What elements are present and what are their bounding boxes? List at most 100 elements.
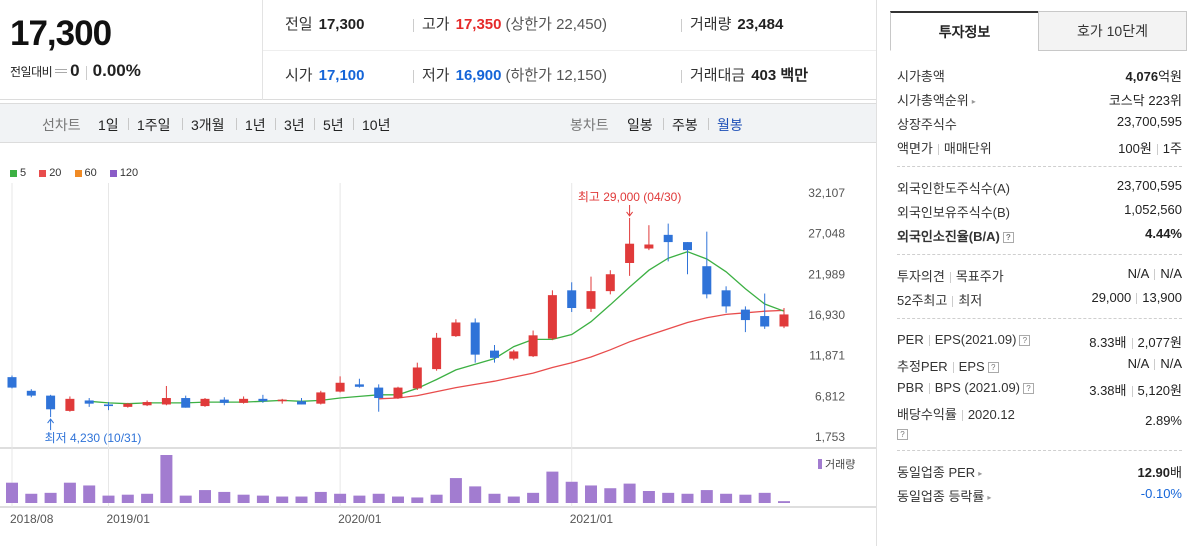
candle-body (239, 398, 249, 403)
foreign-hold-label: 외국인보유주식수(B) (897, 205, 1011, 220)
volume-bar (392, 496, 404, 503)
foreign-ratio-label: 외국인소진율(B/A) (897, 229, 1000, 244)
x-tick-label: 2019/01 (107, 512, 151, 526)
dividend-value: 2.89% (1145, 413, 1182, 428)
y-tick-label: 11,871 (809, 349, 845, 363)
legend-ma20-label: 20 (49, 167, 62, 179)
flat-icon (55, 69, 68, 73)
industry-per-row: 동일업종 PER ▸ 12.90배 (897, 460, 1182, 482)
eps-label: EPS(2021.09) (934, 332, 1017, 347)
price-change: 전일대비 0 0.00% (10, 61, 141, 81)
candle-body (374, 387, 384, 399)
amount-value: 403 백만 (751, 67, 808, 84)
period-3y-button[interactable]: 3년 (284, 117, 305, 133)
candle-daily-button[interactable]: 일봉 (627, 117, 653, 133)
candle-body (567, 290, 577, 309)
x-tick-label: 2018/08 (10, 512, 54, 526)
est-per-value: N/A (1127, 356, 1150, 371)
candle-body (123, 403, 133, 407)
industry-rate-link[interactable]: 동일업종 등락률 ▸ (897, 486, 991, 505)
per-eps-labels: PER EPS(2021.09)? (897, 332, 1031, 347)
est-per-labels: 추정PER EPS? (897, 356, 999, 375)
period-1d-button[interactable]: 1일 (98, 117, 119, 133)
volume-bar (141, 493, 154, 503)
tab-orderbook-10[interactable]: 호가 10단계 (1038, 11, 1187, 51)
candle-body (7, 377, 17, 388)
market-cap-value: 4,076억원 (1126, 66, 1182, 85)
legend-ma20-swatch (39, 169, 47, 177)
period-1w-button[interactable]: 1주일 (137, 117, 171, 133)
industry-per-value-wrap: 12.90배 (1137, 462, 1182, 481)
w52-low-label: 최저 (958, 293, 983, 308)
volume-bar (102, 495, 115, 503)
legend-ma120-label: 120 (119, 167, 139, 179)
candle-body (721, 290, 731, 307)
candle-body (683, 242, 692, 251)
pbr-label: PBR (897, 380, 924, 395)
candle-body (142, 402, 152, 406)
volume-bar (353, 495, 366, 503)
candle-body (490, 350, 499, 358)
candle-body (547, 295, 557, 339)
foreign-hold-value: 1,052,560 (1124, 202, 1182, 217)
period-1y-button[interactable]: 1년 (245, 117, 266, 133)
volume-bar (44, 492, 57, 503)
legend-ma60-swatch (74, 169, 82, 177)
candle-monthly-button[interactable]: 월봉 (717, 117, 743, 133)
w52-values: 29,000 13,900 (1091, 290, 1182, 305)
period-3m-button[interactable]: 3개월 (191, 117, 225, 133)
open-value: 17,100 (318, 67, 365, 84)
y-tick-label: 21,989 (808, 267, 845, 281)
par-trade-values: 100원 1주 (1118, 138, 1182, 157)
period-5y-button[interactable]: 5년 (323, 117, 344, 133)
market-cap-rank-link[interactable]: 시가총액순위 ▸ (897, 90, 976, 109)
industry-per-link[interactable]: 동일업종 PER ▸ (897, 462, 982, 481)
dividend-label: 배당수익률 (897, 407, 957, 422)
chevron-right-icon: ▸ (987, 493, 992, 503)
high-value: 17,350 (455, 16, 502, 33)
volume-bar (449, 478, 462, 503)
foreign-ratio-label-wrap: 외국인소진율(B/A)? (897, 226, 1014, 245)
help-icon[interactable]: ? (987, 362, 999, 374)
volume-bar (585, 485, 597, 503)
candle-weekly-button[interactable]: 주봉 (672, 117, 698, 133)
stats-row-2: 시가 17,100 저가 16,900 (하한가 12,150) 거래대금 403 백만 (263, 50, 876, 100)
period-10y-button[interactable]: 10년 (362, 117, 391, 133)
candle-body (316, 392, 326, 404)
y-tick-label: 32,107 (808, 186, 845, 200)
chart-period-toolbar: 선차트 1일 1주일 3개월 1년 3년 5년 10년 봉차트 일봉 주봉 월봉 (0, 103, 876, 143)
candlestick-svg[interactable]: 32,107 27,048 21,989 16,930 11,871 6,812 1,753… (0, 145, 876, 546)
candle-body (605, 274, 615, 292)
dividend-row: 배당수익률 2020.12? 2.89% (897, 402, 1182, 442)
industry-per-unit: 배 (1170, 465, 1182, 480)
high-price: 고가 17,350 (상한가 22,450) (413, 13, 607, 34)
per-eps-values: 8.33배 2,077원 (1089, 332, 1182, 351)
market-cap-rank-label: 시가총액순위 (897, 93, 969, 108)
ma20-line (378, 309, 785, 400)
volume-bar (25, 493, 38, 503)
legend-ma60: 60 (74, 167, 97, 179)
foreign-limit-value: 23,700,595 (1116, 178, 1182, 193)
opinion-target-labels: 투자의견 목표주가 (897, 266, 1004, 285)
per-label: PER (897, 332, 924, 347)
help-icon[interactable]: ? (1002, 232, 1014, 244)
volume-bar (720, 493, 733, 503)
candle-body (26, 390, 36, 396)
help-icon[interactable]: ? (1023, 383, 1035, 395)
stats-row-1: 전일 17,300 고가 17,350 (상한가 22,450) 거래량 23,484 (263, 0, 876, 50)
help-icon[interactable]: ? (1019, 335, 1031, 347)
tab-investment-info[interactable]: 투자정보 (890, 11, 1039, 51)
volume-bar (179, 495, 192, 503)
candle-body (161, 398, 171, 405)
w52-high-label: 52주최고 (897, 293, 948, 308)
lower-limit: (하한가 12,150) (505, 67, 607, 84)
foreign-ratio-value: 4.44% (1145, 226, 1182, 241)
low-label: 저가 (422, 67, 450, 84)
legend-ma60-label: 60 (84, 167, 97, 179)
help-icon[interactable]: ? (897, 428, 908, 440)
par-value: 100원 (1118, 141, 1152, 156)
industry-per-label: 동일업종 PER (897, 465, 976, 480)
foreign-ratio-row: 외국인소진율(B/A)? 4.44% (897, 224, 1182, 246)
market-cap-rank-value: 코스닥 223위 (1108, 93, 1182, 108)
low-arrow-icon (47, 418, 54, 431)
